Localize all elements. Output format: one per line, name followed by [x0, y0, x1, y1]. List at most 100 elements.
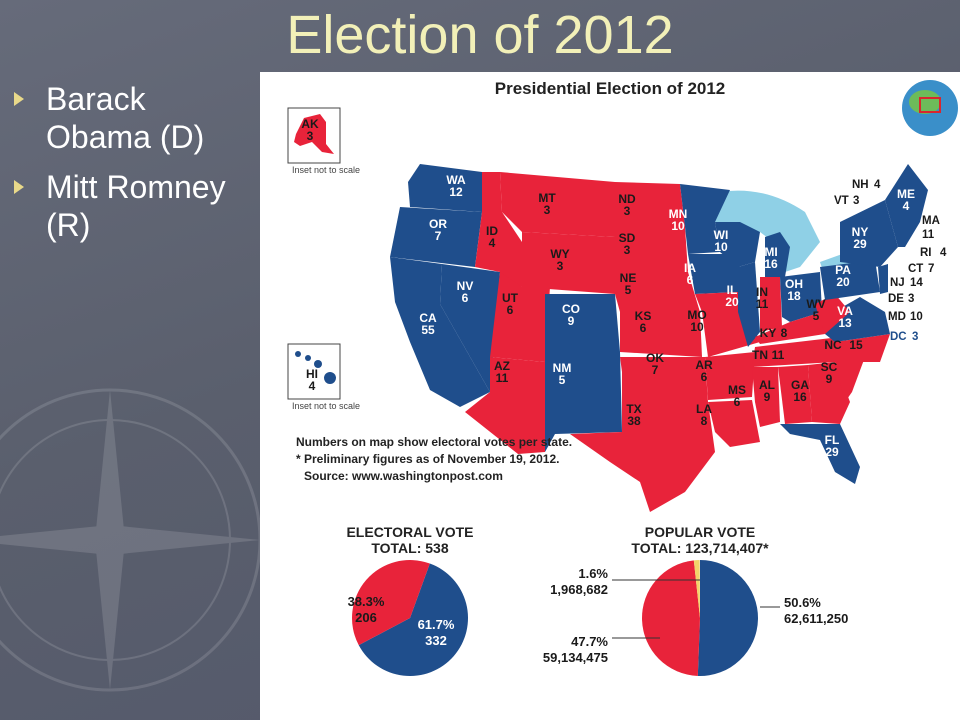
- svg-text:TN: TN: [752, 348, 768, 362]
- globe-icon: [902, 80, 958, 136]
- svg-text:10: 10: [910, 311, 923, 323]
- label-la: LA8: [696, 402, 712, 428]
- label-me: ME4: [897, 187, 915, 213]
- label-ky: KY 8: [760, 326, 788, 340]
- svg-text:10: 10: [690, 320, 704, 334]
- svg-text:VA: VA: [837, 304, 853, 318]
- state-nv: [440, 264, 500, 392]
- state-la: [708, 400, 760, 447]
- popular-pie: [642, 560, 758, 676]
- svg-text:8: 8: [781, 326, 788, 340]
- svg-text:NY: NY: [852, 225, 869, 239]
- state-ut: [490, 272, 550, 362]
- label-ak: AK3: [301, 117, 319, 143]
- bullet-text: Barack Obama (D): [46, 81, 205, 155]
- svg-text:16: 16: [793, 390, 807, 404]
- svg-text:CT: CT: [908, 263, 923, 275]
- label-co: CO9: [562, 302, 580, 328]
- svg-text:NJ: NJ: [890, 277, 905, 289]
- svg-text:AR: AR: [695, 358, 713, 372]
- label-wv: WV5: [806, 297, 825, 323]
- svg-text:SC: SC: [821, 360, 838, 374]
- svg-text:MN: MN: [669, 207, 688, 221]
- note-line: * Preliminary figures as of November 19,…: [296, 452, 559, 466]
- svg-text:29: 29: [853, 237, 867, 251]
- svg-text:8: 8: [701, 414, 708, 428]
- svg-text:3: 3: [624, 243, 631, 257]
- svg-text:LA: LA: [696, 402, 712, 416]
- svg-text:4: 4: [874, 179, 881, 191]
- state-sd: [615, 227, 688, 272]
- label-ar: AR6: [695, 358, 713, 384]
- label-id: ID4: [486, 224, 498, 250]
- svg-text:RI: RI: [920, 247, 932, 259]
- label-ut: UT6: [502, 291, 519, 317]
- svg-text:NV: NV: [457, 279, 474, 293]
- svg-text:3: 3: [912, 331, 918, 343]
- svg-text:20: 20: [836, 275, 850, 289]
- state-wv: [815, 294, 850, 334]
- state-fl: [780, 424, 860, 484]
- svg-text:6: 6: [734, 395, 741, 409]
- electoral-d-votes: 332: [425, 633, 447, 648]
- label-nd: ND3: [618, 192, 636, 218]
- figure-notes: Numbers on map show electoral votes per …: [296, 435, 572, 483]
- popular-vote-chart: POPULAR VOTE TOTAL: 123,714,407* 1.6% 1,…: [543, 524, 848, 676]
- svg-text:10: 10: [671, 219, 685, 233]
- svg-text:4: 4: [489, 236, 496, 250]
- svg-text:VT: VT: [834, 195, 849, 207]
- svg-text:4: 4: [940, 247, 947, 259]
- popular-d-votes: 62,611,250: [784, 611, 848, 626]
- bullet-arrow-icon: [14, 180, 24, 194]
- svg-text:WY: WY: [550, 247, 569, 261]
- electoral-d-pct: 61.7%: [418, 617, 455, 632]
- svg-text:3: 3: [307, 129, 314, 143]
- state-tx: [570, 372, 715, 512]
- label-ia: IA6: [684, 261, 696, 287]
- svg-text:10: 10: [714, 240, 728, 254]
- svg-text:GA: GA: [791, 378, 809, 392]
- svg-text:5: 5: [625, 283, 632, 297]
- state-nj: [878, 264, 888, 294]
- svg-text:CO: CO: [562, 302, 580, 316]
- label-al: AL9: [759, 378, 775, 404]
- electoral-title: ELECTORAL VOTE: [346, 524, 473, 540]
- popular-title: POPULAR VOTE: [645, 524, 755, 540]
- svg-text:14: 14: [910, 277, 923, 289]
- svg-text:3: 3: [624, 204, 631, 218]
- state-mn: [680, 184, 730, 254]
- us-states: [390, 164, 928, 512]
- note-line: Source: www.washingtonpost.com: [304, 469, 503, 483]
- callout-ri: RI 4: [920, 247, 947, 259]
- state-new-england: [885, 164, 928, 247]
- svg-text:3: 3: [544, 203, 551, 217]
- svg-text:NE: NE: [620, 271, 637, 285]
- note-line: Numbers on map show electoral votes per …: [296, 435, 572, 449]
- state-sc: [835, 357, 865, 402]
- callout-dc: DC 3: [890, 331, 918, 343]
- svg-text:AK: AK: [301, 117, 319, 131]
- popular-other-pct: 1.6%: [578, 566, 608, 581]
- svg-text:KS: KS: [635, 309, 652, 323]
- label-ok: OK7: [646, 351, 664, 377]
- label-sd: SD3: [619, 231, 636, 257]
- callout-md: MD 10: [888, 311, 923, 323]
- label-hi: HI4: [306, 367, 318, 393]
- svg-text:OK: OK: [646, 351, 664, 365]
- svg-text:IA: IA: [684, 261, 696, 275]
- svg-text:OR: OR: [429, 217, 447, 231]
- state-in: [760, 277, 782, 332]
- state-ar: [705, 352, 755, 400]
- svg-text:HI: HI: [306, 367, 318, 381]
- svg-text:6: 6: [701, 370, 708, 384]
- state-ny: [840, 200, 898, 267]
- alaska-inset: Inset not to scale: [287, 107, 360, 175]
- state-ky: [755, 312, 825, 344]
